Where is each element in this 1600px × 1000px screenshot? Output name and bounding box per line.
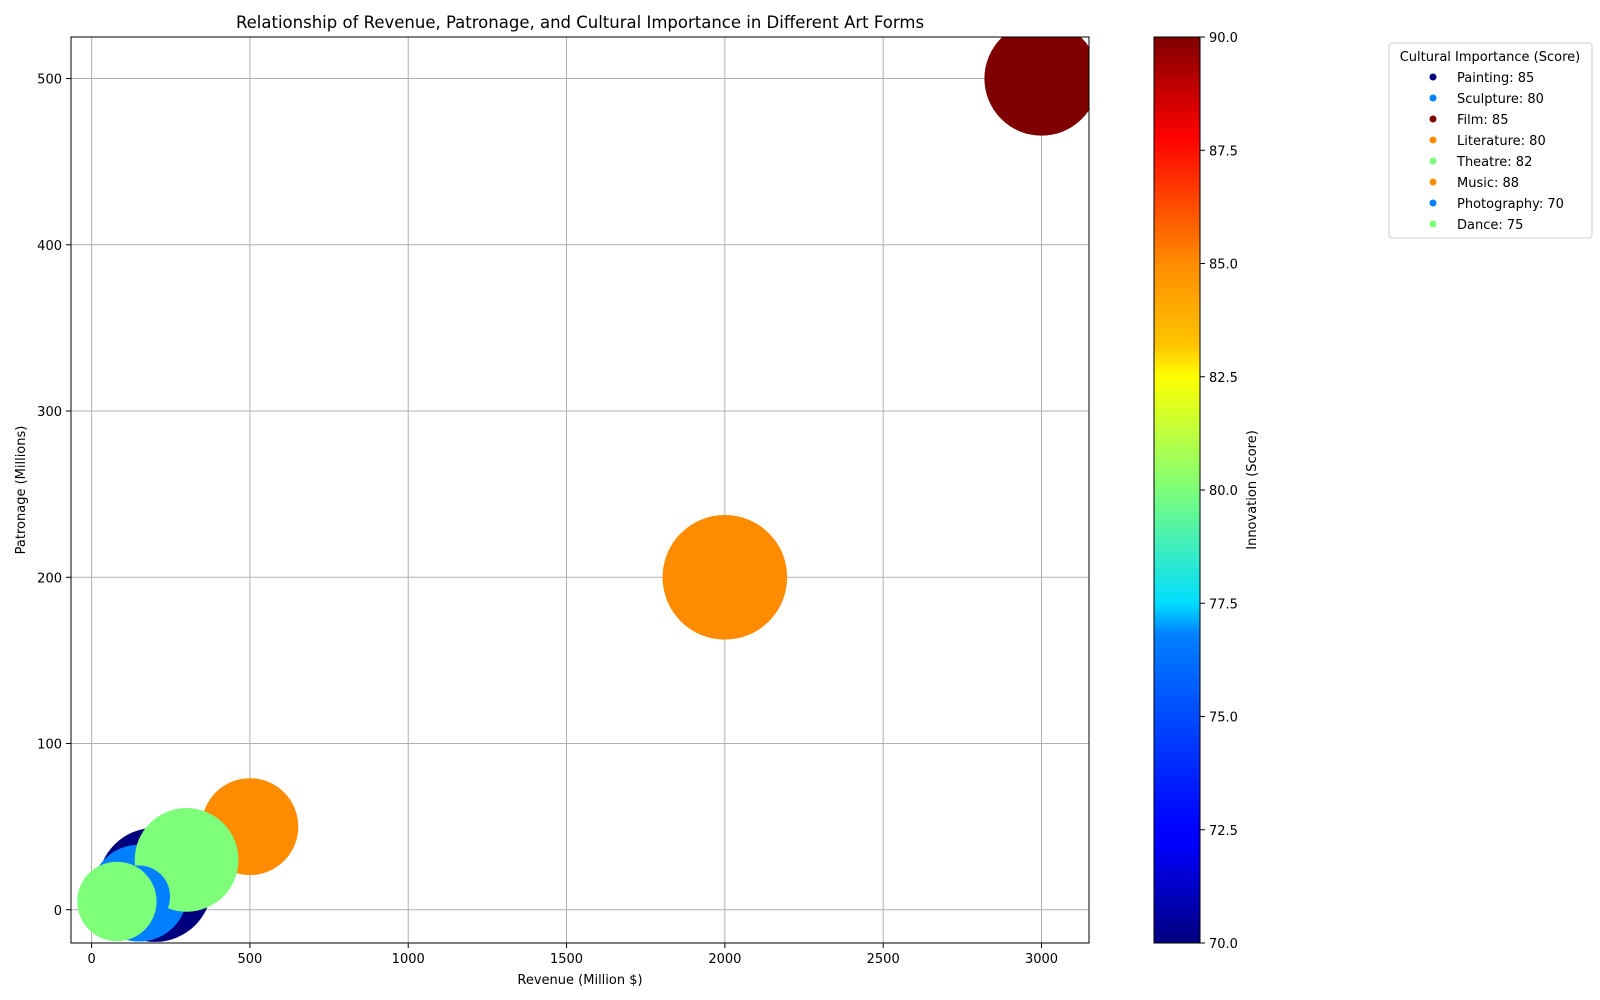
legend-marker: [1429, 115, 1437, 123]
colorbar-gradient: [1153, 36, 1201, 944]
colorbar-tick-label: 70.0: [1209, 937, 1238, 952]
legend-box: [1388, 42, 1593, 239]
y-tick-label: 500: [37, 73, 62, 88]
bubble-dance: [77, 861, 157, 942]
x-tick-label: 0: [87, 952, 95, 967]
y-tick-label: 100: [37, 738, 62, 753]
legend-marker: [1429, 220, 1437, 228]
colorbar-tick-label: 77.5: [1209, 597, 1238, 612]
legend-entry-label: Painting: 85: [1457, 71, 1534, 86]
bubble-film: [984, 37, 1089, 136]
legend-marker: [1429, 73, 1437, 81]
y-axis: 0 100 200 300 400 500: [37, 73, 71, 919]
colorbar-tick-label: 85.0: [1209, 258, 1238, 273]
legend-entry-label: Literature: 80: [1457, 134, 1546, 149]
y-tick-label: 200: [37, 571, 62, 586]
legend-entry-label: Film: 85: [1457, 113, 1508, 128]
y-tick-label: 300: [37, 405, 62, 420]
x-tick-label: 3000: [1025, 952, 1058, 967]
colorbar-label: Innovation (Score): [1245, 430, 1260, 550]
grid: [71, 37, 1089, 943]
x-axis-label: Revenue (Million $): [517, 973, 642, 988]
colorbar-tick-label: 72.5: [1209, 824, 1238, 839]
plot-frame: [70, 36, 1090, 944]
legend-marker: [1429, 94, 1437, 102]
legend-marker: [1429, 178, 1437, 186]
legend-entry-label: Photography: 70: [1457, 197, 1564, 212]
legend-marker: [1429, 157, 1437, 165]
colorbar-tick-label: 87.5: [1209, 144, 1238, 159]
x-tick-label: 500: [237, 952, 262, 967]
colorbar: 70.0 72.5 75.0 77.5 80.0 82.5 85.0 87.5 90.0 Inn…: [1153, 31, 1260, 952]
colorbar-tick-label: 82.5: [1209, 371, 1238, 386]
chart-title: Relationship of Revenue, Patronage, and …: [236, 13, 924, 32]
legend-entry-label: Music: 88: [1457, 176, 1519, 191]
bubble-music: [662, 514, 788, 640]
legend-marker: [1429, 199, 1437, 207]
y-tick-label: 0: [54, 904, 62, 919]
colorbar-tick-label: 75.0: [1209, 711, 1238, 726]
y-tick-label: 400: [37, 239, 62, 254]
legend-entry-label: Theatre: 82: [1456, 155, 1532, 170]
legend-entry-label: Dance: 75: [1457, 218, 1523, 233]
colorbar-tick-label: 80.0: [1209, 484, 1238, 499]
x-tick-label: 2500: [867, 952, 900, 967]
legend-items: Painting: 85 Sculpture: 80 Film: 85 Literat…: [1429, 71, 1564, 233]
x-tick-label: 1000: [392, 952, 425, 967]
legend-title: Cultural Importance (Score): [1400, 50, 1581, 65]
legend-entry-label: Sculpture: 80: [1457, 92, 1544, 107]
points: [77, 37, 1089, 942]
x-tick-label: 2000: [708, 952, 741, 967]
colorbar-tick-label: 90.0: [1209, 31, 1238, 46]
legend: Cultural Importance (Score) Painting: 85…: [1388, 42, 1593, 239]
colorbar-ticks: 70.0 72.5 75.0 77.5 80.0 82.5 85.0 87.5 90.0: [1200, 31, 1238, 952]
x-axis: 0 500 1000 1500 2000 2500 3000: [87, 943, 1058, 967]
x-tick-label: 1500: [550, 952, 583, 967]
y-axis-label: Patronage (Millions): [14, 426, 29, 555]
legend-marker: [1429, 136, 1437, 144]
